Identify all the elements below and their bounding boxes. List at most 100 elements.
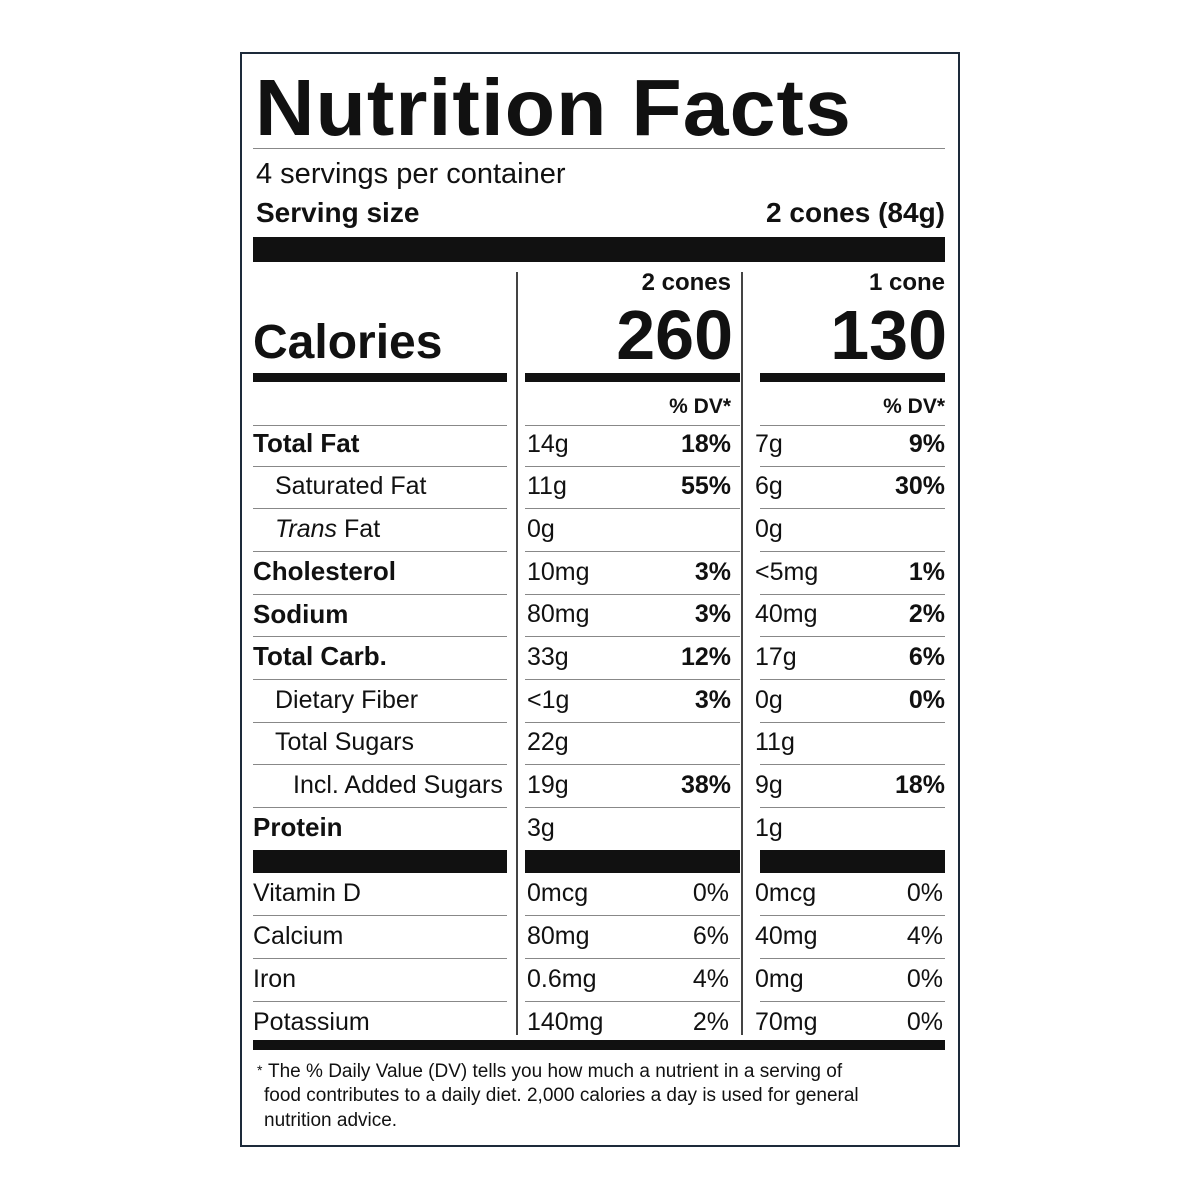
- nutrient-name: Total Sugars: [275, 726, 414, 759]
- column-divider: [741, 272, 743, 1035]
- daily-value: 2%: [908, 600, 945, 629]
- row-rule: [253, 593, 507, 595]
- nutrient-name-text: Fat: [344, 515, 381, 544]
- amount: 10mg: [527, 557, 590, 586]
- amount: 19g: [527, 771, 569, 800]
- row-rule: [525, 914, 740, 916]
- daily-value: 0%: [908, 685, 945, 714]
- row-rule: [253, 914, 507, 916]
- nutrient-name-text: Total Sugars: [275, 728, 414, 757]
- row-rule: [253, 1000, 507, 1002]
- amount: 70mg: [755, 1007, 818, 1036]
- row-rule: [760, 806, 945, 808]
- daily-value: 6%: [692, 921, 729, 950]
- serving-header: 2 cones: [641, 269, 731, 297]
- amount: 0g: [755, 685, 783, 714]
- thick-bar: [253, 237, 945, 262]
- daily-value: 30%: [894, 472, 945, 501]
- amount: 80mg: [527, 600, 590, 629]
- calories-bar: [760, 373, 945, 382]
- vitamin-name: Iron: [253, 964, 297, 993]
- footnote-line: nutrition advice.: [264, 1109, 398, 1131]
- calories-value: 260: [616, 295, 733, 374]
- amount: 9g: [755, 771, 783, 800]
- row-rule: [525, 1000, 740, 1002]
- daily-value: 18%: [894, 771, 945, 800]
- nutrient-name-text: Protein: [253, 812, 343, 843]
- nutrient-name: Sodium: [253, 598, 348, 632]
- row-rule: [525, 593, 740, 595]
- row-rule: [760, 678, 945, 680]
- row-rule: [760, 425, 945, 426]
- row-rule: [253, 957, 507, 959]
- row-rule: [760, 465, 945, 467]
- daily-value: 38%: [680, 771, 731, 800]
- daily-value: 3%: [694, 600, 731, 629]
- amount: 1g: [755, 813, 783, 842]
- amount: 40mg: [755, 921, 818, 950]
- thick-bar: [760, 850, 945, 873]
- daily-value: 3%: [694, 685, 731, 714]
- row-rule: [253, 721, 507, 723]
- nutrient-name: Trans Fat: [275, 513, 380, 546]
- row-rule: [760, 508, 945, 510]
- amount: 11g: [755, 728, 795, 757]
- amount: 0mg: [755, 964, 804, 993]
- calories-value: 130: [830, 295, 947, 374]
- title: Nutrition Facts: [255, 63, 852, 152]
- calories-label: Calories: [253, 315, 443, 369]
- nutrient-name-text: Incl. Added Sugars: [293, 771, 503, 800]
- row-rule: [525, 806, 740, 808]
- row-rule: [525, 425, 740, 426]
- row-rule: [525, 721, 740, 723]
- amount: 11g: [527, 472, 567, 501]
- vitamin-name: Vitamin D: [253, 878, 361, 907]
- nutrient-name-text: Dietary Fiber: [275, 685, 419, 714]
- row-rule: [525, 957, 740, 959]
- nutrient-name-text: Total Fat: [253, 428, 360, 459]
- row-rule: [253, 678, 507, 680]
- vitamin-name: Potassium: [253, 1007, 370, 1036]
- row-rule: [760, 593, 945, 595]
- daily-value: 0%: [906, 878, 943, 907]
- daily-value: 4%: [906, 921, 943, 950]
- daily-value: 2%: [692, 1007, 729, 1036]
- daily-value: 3%: [694, 557, 731, 586]
- daily-value: 0%: [692, 878, 729, 907]
- row-rule: [760, 957, 945, 959]
- amount: 22g: [527, 728, 569, 757]
- nutrient-name-text: Sodium: [253, 598, 349, 629]
- nutrient-name: Protein: [253, 811, 343, 845]
- nutrient-name-text: Total Carb.: [253, 641, 387, 672]
- nutrient-name: Dietary Fiber: [275, 684, 418, 717]
- nutrient-name: Total Carb.: [253, 640, 387, 674]
- amount: 7g: [755, 429, 783, 458]
- amount: <1g: [527, 685, 570, 714]
- amount: 6g: [755, 472, 783, 501]
- footnote-line: food contributes to a daily diet. 2,000 …: [264, 1085, 859, 1107]
- row-rule: [760, 636, 945, 638]
- row-rule: [253, 550, 507, 552]
- column-divider: [516, 272, 518, 1035]
- footnote-line: The % Daily Value (DV) tells you how muc…: [268, 1060, 843, 1082]
- amount: 33g: [527, 643, 569, 672]
- daily-value: 1%: [908, 557, 945, 586]
- nutrient-name: Cholesterol: [253, 555, 396, 589]
- calories-bar: [525, 373, 740, 382]
- daily-value: 12%: [680, 643, 731, 672]
- row-rule: [525, 764, 740, 766]
- amount: 0g: [755, 515, 783, 544]
- serving-header: 1 cone: [868, 269, 945, 297]
- calories-bar: [253, 373, 507, 382]
- row-rule: [760, 914, 945, 916]
- daily-value: 55%: [680, 472, 731, 501]
- servings-per-container: 4 servings per container: [256, 158, 566, 191]
- dv-header: % DV*: [669, 395, 731, 419]
- amount: <5mg: [755, 557, 819, 586]
- daily-value: 9%: [908, 429, 945, 458]
- row-rule: [760, 550, 945, 552]
- amount: 0.6mg: [527, 964, 597, 993]
- row-rule: [760, 721, 945, 723]
- amount: 40mg: [755, 600, 818, 629]
